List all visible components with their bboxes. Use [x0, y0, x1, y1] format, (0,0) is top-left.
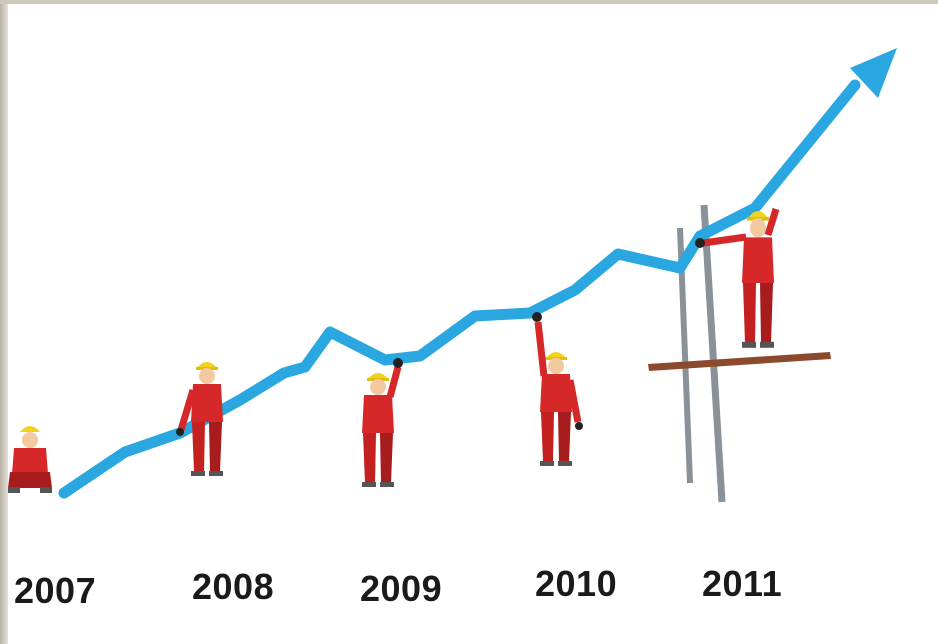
year-label-2007: 2007	[14, 570, 97, 611]
year-label-2011: 2011	[702, 563, 783, 604]
worker-figure-icon	[8, 426, 52, 493]
year-label-2008: 2008	[192, 566, 275, 607]
worker-figure-icon	[695, 207, 780, 348]
year-label-2010: 2010	[535, 563, 618, 604]
worker-figure-icon	[362, 358, 403, 487]
scaffold	[648, 204, 831, 503]
year-label-2009: 2009	[360, 568, 443, 609]
worker-figure-icon	[176, 362, 223, 476]
scaffold-plank-icon	[648, 352, 831, 371]
scaffold-pole-icon	[700, 204, 726, 503]
left-border-strip	[0, 0, 8, 644]
worker-figure-icon	[532, 312, 583, 466]
top-border-strip	[0, 0, 938, 4]
